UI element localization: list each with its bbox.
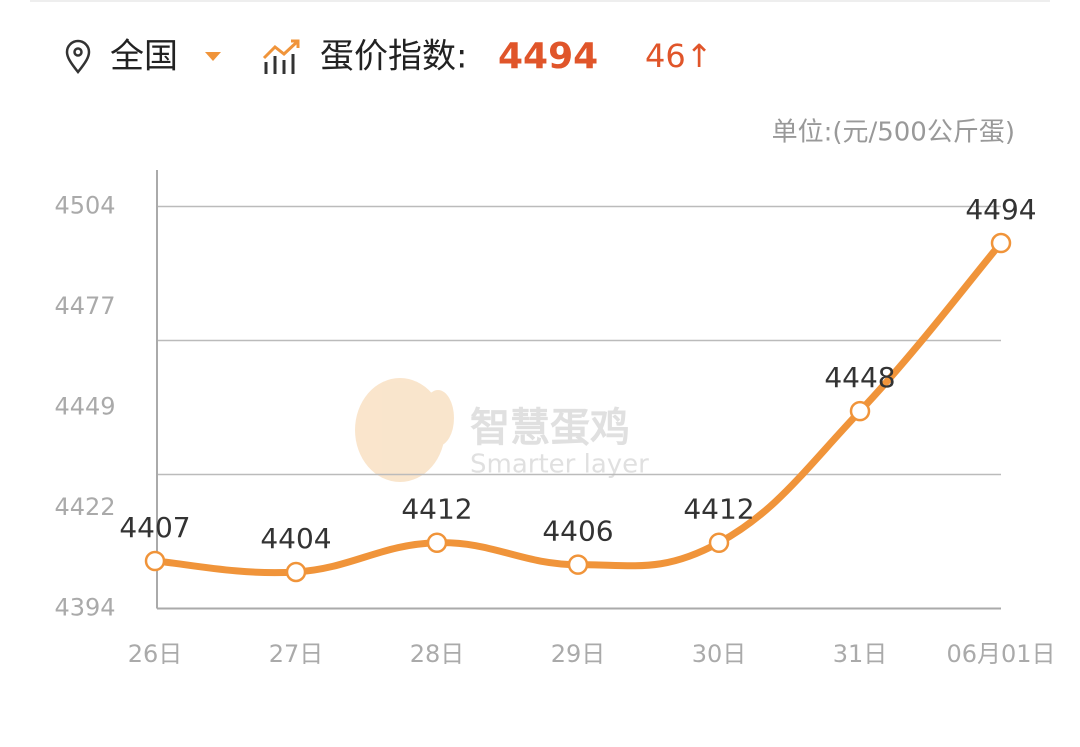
y-tick-label: 4422 bbox=[54, 493, 115, 521]
x-tick-label: 26日 bbox=[128, 640, 183, 668]
x-tick-label: 31日 bbox=[833, 640, 888, 668]
data-label: 4494 bbox=[965, 193, 1036, 226]
x-tick-label: 28日 bbox=[410, 640, 465, 668]
data-label: 4407 bbox=[119, 511, 190, 544]
point bbox=[567, 554, 589, 575]
data-label: 4404 bbox=[260, 522, 331, 555]
point bbox=[426, 532, 448, 553]
point bbox=[708, 532, 730, 553]
y-tick-label: 4394 bbox=[54, 594, 115, 622]
x-tick-label: 27日 bbox=[269, 640, 324, 668]
index-icon bbox=[262, 39, 300, 74]
index-change: 46↑ bbox=[645, 37, 713, 75]
data-label: 4412 bbox=[683, 493, 754, 526]
unit-label: 单位:(元/500公斤蛋) bbox=[772, 118, 1015, 148]
location[interactable]: 全国 bbox=[110, 37, 178, 77]
dropdown-arrow[interactable] bbox=[205, 52, 221, 61]
x-tick-label: 29日 bbox=[551, 640, 606, 668]
y-tick-label: 4477 bbox=[54, 292, 115, 320]
watermark: 智慧蛋鸡 Smarter layer bbox=[355, 378, 649, 482]
point bbox=[990, 232, 1012, 254]
location-icon bbox=[65, 39, 91, 75]
plot: 4394 4422 4449 4477 4504 26日 27日 28日 29日 30日 31日 06… bbox=[54, 170, 1056, 668]
data-label: 4448 bbox=[824, 361, 895, 394]
point bbox=[849, 400, 871, 422]
point bbox=[285, 561, 307, 583]
index-label: 蛋价指数: bbox=[320, 37, 467, 77]
point bbox=[144, 550, 166, 572]
data-label: 4412 bbox=[401, 493, 472, 526]
x-tick-label: 06月01日 bbox=[946, 640, 1055, 668]
data-label: 4406 bbox=[542, 515, 613, 548]
watermark-name: 智慧蛋鸡 bbox=[470, 405, 630, 451]
x-tick-label: 30日 bbox=[692, 640, 747, 668]
y-tick-label: 4449 bbox=[54, 393, 115, 421]
y-tick-label: 4504 bbox=[54, 192, 115, 220]
index-value: 4494 bbox=[498, 36, 598, 77]
